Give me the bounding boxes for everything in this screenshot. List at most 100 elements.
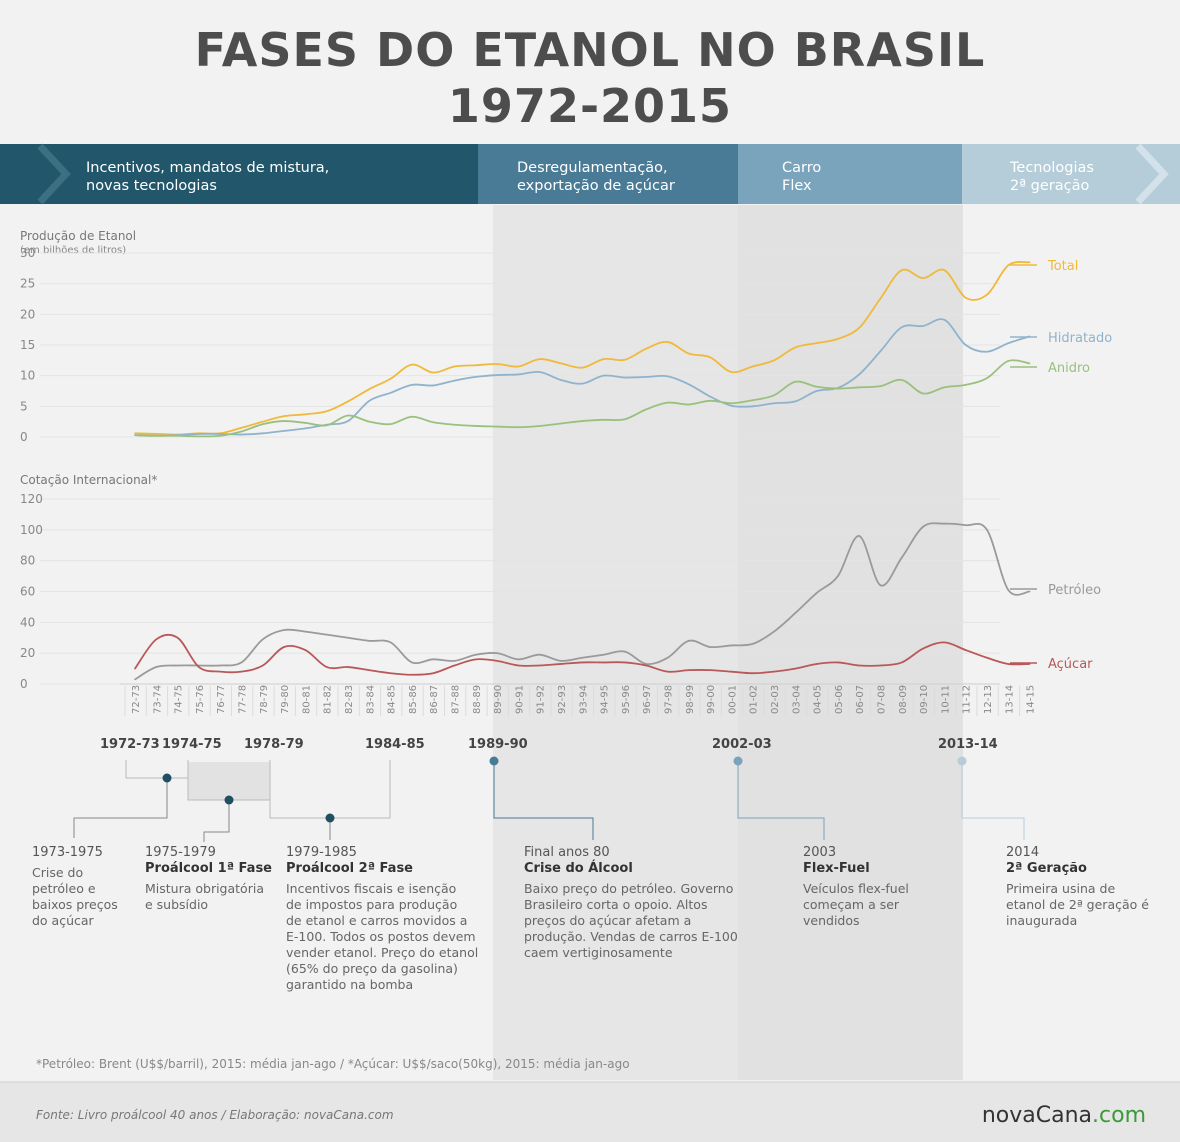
production-point-anidro-33: [837, 387, 839, 390]
price-point-petróleo-27: [709, 646, 711, 648]
production-point-hidratado-27: [709, 395, 711, 398]
price-point-açúcar-11: [368, 669, 371, 671]
page-title: FASES DO ETANOL NO BRASIL 1972-2015: [0, 22, 1180, 134]
production-point-total-0: [134, 432, 136, 435]
annotation-2: 1975-1979 Proálcool 1ª Fase Mistura obriga…: [145, 845, 272, 913]
production-point-total-14: [432, 371, 435, 374]
price-point-açúcar-23: [624, 661, 626, 664]
price-point-petróleo-4: [219, 664, 221, 667]
price-point-petróleo-17: [496, 652, 498, 654]
phase-arrow-1: [0, 144, 496, 204]
price-point-açúcar-0: [134, 667, 136, 670]
price-point-petróleo-31: [794, 612, 797, 614]
production-point-anidro-36: [901, 379, 903, 381]
phase-arrow-2: [478, 144, 756, 204]
price-point-açúcar-16: [475, 658, 477, 661]
annotation-6: 2014 2ª Geração Primeira usina de etanol de…: [1006, 845, 1149, 929]
x-tick-85-86: 85-86: [408, 685, 419, 714]
production-point-total-8: [304, 413, 307, 416]
annotation-year: 1973-1975: [32, 845, 103, 860]
production-point-hidratado-32: [815, 390, 818, 392]
annotation-heading: Crise do Álcool: [524, 861, 633, 876]
annotation-line: vender etanol. Preço do etanol: [286, 945, 479, 960]
milestone-dot-4: [489, 756, 499, 766]
x-tick-91-92: 91-92: [536, 685, 547, 714]
production-point-total-33: [837, 338, 839, 340]
x-tick-89-90: 89-90: [493, 685, 504, 714]
price-point-petróleo-0: [134, 678, 136, 681]
annotation-heading: Proálcool 2ª Fase: [286, 861, 413, 876]
price-point-petróleo-8: [304, 630, 307, 633]
production-point-total-37: [922, 277, 924, 279]
price-point-petróleo-12: [389, 641, 392, 644]
production-point-anidro-17: [496, 425, 498, 428]
price-point-petróleo-33: [837, 575, 839, 577]
chevron-icon-2: [1135, 143, 1169, 205]
price-y-tick-40: 40: [20, 615, 35, 629]
production-point-anidro-5: [240, 430, 243, 433]
annotation-year: 1975-1979: [145, 845, 216, 860]
milestone-box: [188, 762, 270, 800]
price-point-açúcar-1: [155, 638, 158, 641]
title-line-1: FASES DO ETANOL NO BRASIL: [194, 23, 986, 77]
price-point-petróleo-36: [901, 556, 903, 559]
production-point-total-20: [560, 362, 562, 365]
phase-label-3-line1: Carro: [782, 160, 821, 176]
production-point-anidro-32: [815, 385, 818, 388]
connector-6: [961, 761, 1025, 840]
price-point-açúcar-9: [325, 666, 328, 668]
x-tick-86-87: 86-87: [429, 685, 440, 714]
price-point-açúcar-30: [773, 670, 775, 673]
chevron-icon-1: [37, 143, 71, 205]
connector-1c: [73, 778, 168, 838]
production-point-hidratado-39: [964, 344, 967, 346]
price-point-açúcar-18: [517, 664, 520, 667]
annotation-4: Final anos 80 Crise do Álcool Baixo preço …: [524, 845, 738, 961]
x-tick-11-12: 11-12: [962, 685, 973, 714]
price-y-tick-100: 100: [20, 523, 43, 537]
production-y-tick-30: 30: [20, 246, 35, 260]
production-point-total-30: [773, 359, 775, 362]
price-point-açúcar-21: [581, 661, 584, 664]
x-tick-79-80: 79-80: [280, 685, 291, 714]
annotation-line: Baixo preço do petróleo. Governo: [524, 881, 734, 896]
price-point-açúcar-34: [858, 664, 860, 667]
production-y-tick-20: 20: [20, 307, 35, 321]
production-point-anidro-20: [560, 422, 562, 425]
production-point-total-35: [879, 297, 882, 300]
phase-label-1-line2: novas tecnologias: [86, 178, 217, 194]
annotation-line: de impostos para produção: [286, 897, 458, 912]
production-point-total-5: [240, 427, 243, 429]
production-point-total-27: [709, 356, 711, 359]
annotation-line: baixos preços: [32, 897, 118, 912]
price-point-petróleo-7: [283, 629, 285, 631]
milestone-2002-03: 2002-03: [712, 737, 772, 752]
production-legend-3: Anidro: [1048, 361, 1090, 376]
production-point-anidro-41: [1007, 360, 1010, 362]
production-point-hidratado-20: [560, 379, 562, 381]
milestone-1972-73: 1972-73: [100, 737, 160, 752]
price-point-petróleo-42: [1028, 590, 1031, 593]
price-y-axis-title: Cotação Internacional*: [20, 473, 157, 487]
price-point-petróleo-32: [815, 592, 818, 594]
phase-label-4-line2: 2ª geração: [1010, 178, 1089, 194]
production-y-axis-title: Produção de Etanol: [20, 229, 136, 243]
production-point-hidratado-4: [219, 433, 221, 435]
price-point-petróleo-20: [560, 660, 562, 662]
annotation-description: Incentivos fiscais e isenção de impostos …: [286, 881, 478, 993]
production-point-total-1: [155, 433, 158, 435]
production-point-total-10: [347, 400, 349, 403]
x-tick-75-76: 75-76: [195, 685, 206, 714]
production-point-total-15: [453, 365, 456, 368]
production-point-total-39: [964, 296, 967, 299]
production-point-hidratado-15: [453, 379, 456, 382]
production-point-total-24: [645, 347, 647, 350]
production-point-hidratado-36: [901, 326, 903, 329]
production-point-anidro-8: [304, 422, 307, 424]
production-point-total-17: [496, 363, 498, 365]
brand-suffix: .com: [1092, 1103, 1146, 1128]
production-point-total-7: [283, 415, 285, 417]
production-point-total-19: [538, 358, 541, 360]
production-point-total-31: [794, 346, 797, 349]
